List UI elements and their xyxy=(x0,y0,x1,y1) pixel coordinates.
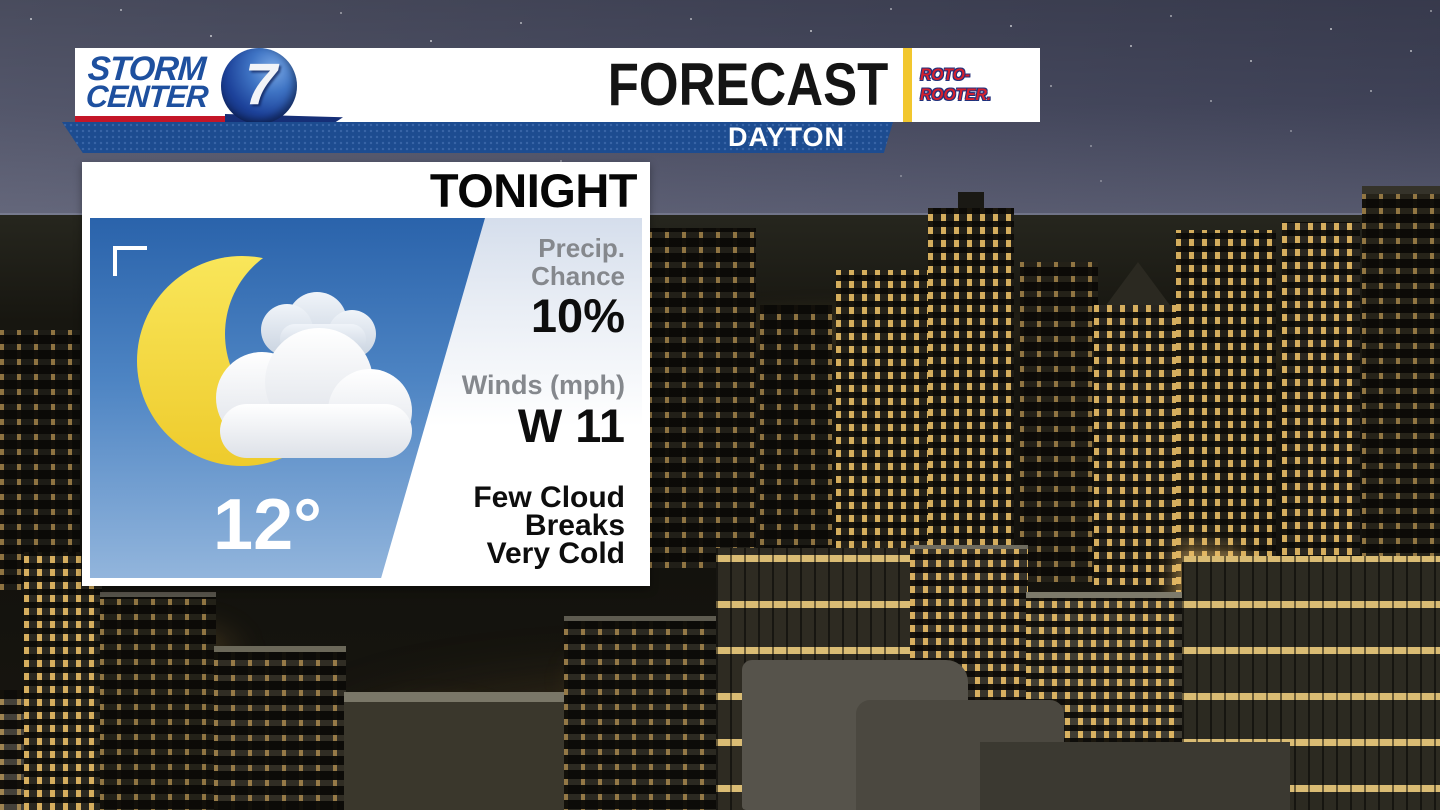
stars xyxy=(0,0,2,2)
logo-navy-swoosh xyxy=(225,114,343,125)
sponsor-logo: ROTO-ROOTER. xyxy=(920,65,992,104)
crop-corner-icon xyxy=(113,246,147,276)
condition-line: Breaks xyxy=(524,509,625,542)
city-building xyxy=(928,192,1014,598)
location-label: DAYTON xyxy=(727,122,845,152)
banner-title: FORECAST xyxy=(607,51,889,118)
forecast-card: TONIGHT xyxy=(82,162,650,586)
city-building xyxy=(648,228,756,568)
precip-chance-value: 10% xyxy=(530,289,625,342)
precip-chance-label: Precip. Chance xyxy=(531,234,625,290)
precip-label-line: Chance xyxy=(531,261,625,291)
foreground-rooftop xyxy=(980,742,1290,810)
city-building xyxy=(1094,305,1182,585)
foreground-building xyxy=(564,616,724,810)
logo-red-underline xyxy=(75,116,227,122)
moon-clouds-icon xyxy=(137,256,412,466)
foreground-rooftop xyxy=(344,692,566,810)
winds-label: Winds (mph) xyxy=(461,370,625,400)
sponsor-divider xyxy=(903,48,912,122)
condition-line: Few Cloud xyxy=(473,481,625,514)
horizon-line xyxy=(0,213,1440,216)
winds-value: W 11 xyxy=(517,399,625,452)
channel-7-digit: 7 xyxy=(244,51,278,117)
logo-center-text: CENTER xyxy=(84,79,209,114)
condition-line: Very Cold xyxy=(486,537,625,570)
location-bar: DAYTON xyxy=(62,122,893,153)
city-building xyxy=(1020,262,1098,582)
channel-7-globe-icon: 7 xyxy=(221,48,297,124)
precip-label-line: Precip. xyxy=(538,233,625,263)
foreground-building xyxy=(24,552,102,810)
card-content: 12° Precip. Chance 10% Winds (mph) W 11 … xyxy=(90,218,642,578)
station-logo: STORM CENTER xyxy=(84,50,210,114)
city-building xyxy=(0,330,80,590)
foreground-building xyxy=(214,646,346,810)
condition-icon-panel: 12° xyxy=(90,218,485,578)
temperature-value: 12° xyxy=(213,485,322,565)
forecast-banner: STORM CENTER 7 FORECAST ROTO-ROOTER. xyxy=(75,48,1040,125)
foreground-building xyxy=(100,592,216,810)
card-period-title: TONIGHT xyxy=(429,164,638,217)
condition-text: Few Cloud Breaks Very Cold xyxy=(473,481,625,570)
